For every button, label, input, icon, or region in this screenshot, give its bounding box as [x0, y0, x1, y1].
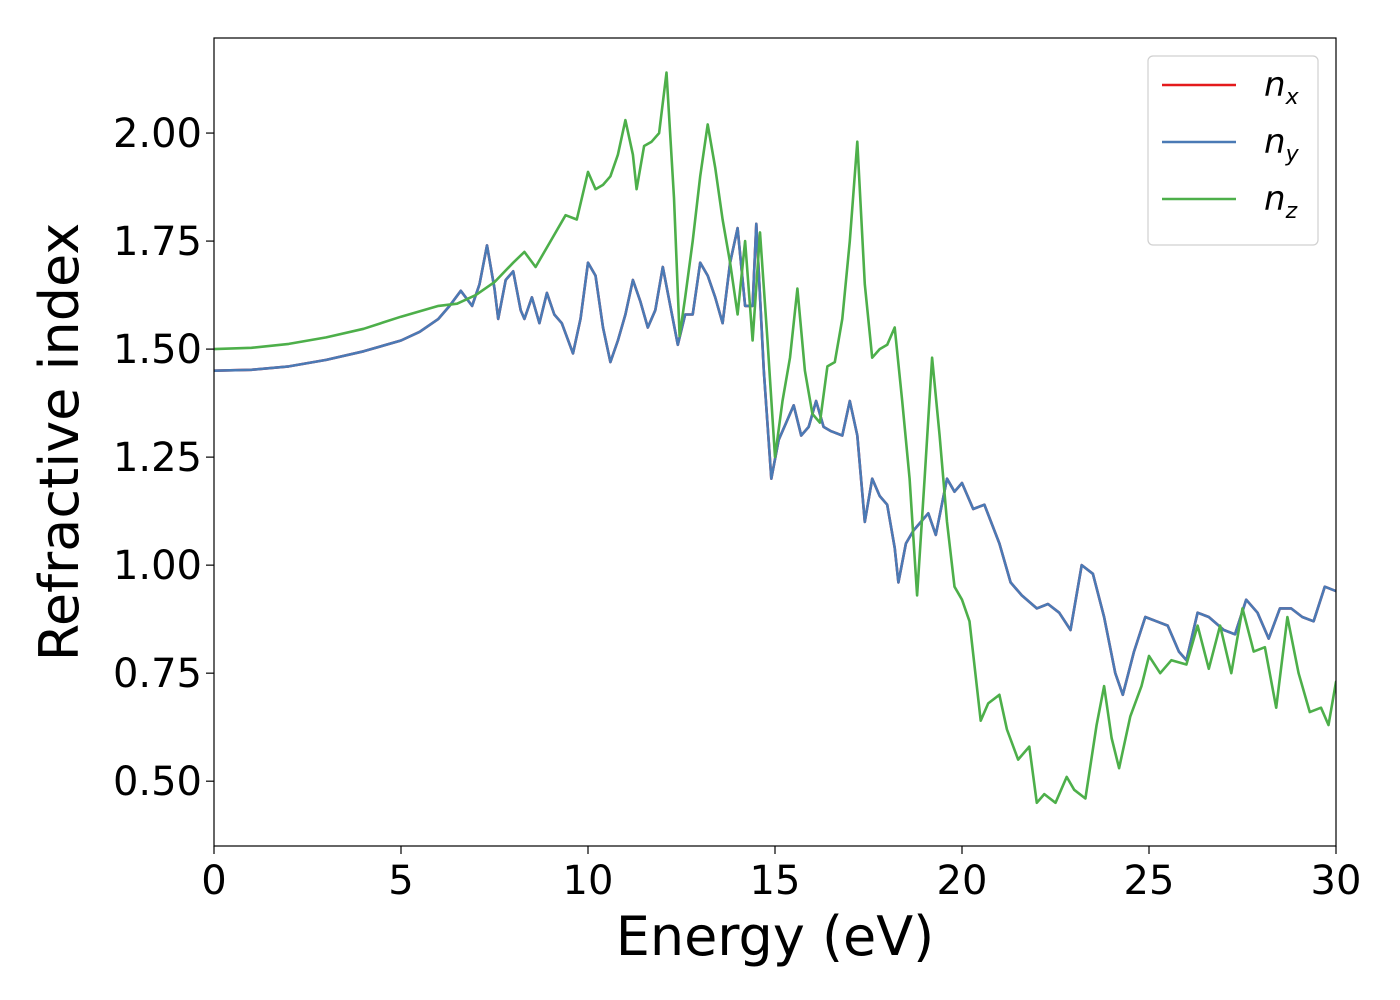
y-tick-label: 0.75: [113, 651, 202, 697]
x-tick-label: 10: [563, 858, 614, 904]
x-tick-label: 15: [750, 858, 801, 904]
x-axis-title: Energy (eV): [616, 905, 935, 968]
y-tick-label: 2.00: [113, 111, 202, 157]
x-tick-label: 30: [1311, 858, 1362, 904]
y-tick-label: 1.00: [113, 543, 202, 589]
y-tick-label: 1.50: [113, 327, 202, 373]
series-line-n-y: [214, 222, 1336, 697]
x-axis-ticks: 0 5 10 15 20 25 30: [201, 846, 1361, 904]
y-tick-label: 1.25: [113, 435, 202, 481]
x-tick-label: 25: [1124, 858, 1175, 904]
y-axis-ticks: 0.50 0.75 1.00 1.25 1.50 1.75 2.00: [113, 111, 214, 805]
series-line-n-z: [214, 71, 1336, 805]
x-tick-label: 5: [388, 858, 413, 904]
x-tick-label: 20: [937, 858, 988, 904]
y-tick-label: 1.75: [113, 219, 202, 265]
legend-label-n-z: nz: [1264, 179, 1298, 224]
plot-area: [214, 71, 1336, 805]
y-tick-label: 0.50: [113, 759, 202, 805]
x-tick-label: 0: [201, 858, 226, 904]
y-axis-title: Refractive index: [28, 223, 91, 662]
